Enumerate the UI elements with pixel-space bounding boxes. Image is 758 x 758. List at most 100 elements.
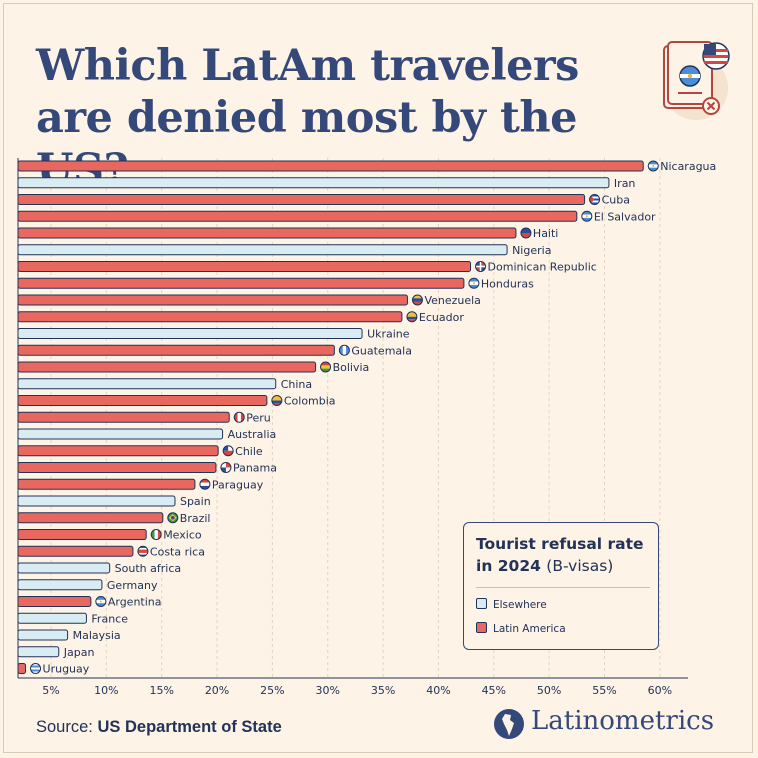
- source-note: Source: US Department of State: [36, 718, 282, 737]
- el-salvador-flag-icon: [581, 210, 593, 222]
- legend-label-elsewhere: Elsewhere: [493, 599, 547, 611]
- bar-label: Nigeria: [512, 244, 551, 257]
- x-tick-label: 60%: [648, 684, 672, 697]
- brazil-flag-icon: [167, 512, 179, 524]
- bar-label: Japan: [63, 646, 95, 659]
- bar: [17, 311, 403, 323]
- bar: [17, 562, 111, 574]
- source-value: US Department of State: [97, 718, 282, 736]
- bar: [17, 646, 60, 658]
- bar: [17, 478, 196, 490]
- legend-title: Tourist refusal rate in 2024 (B-visas): [476, 533, 651, 577]
- bar-label: Dominican Republic: [488, 261, 597, 274]
- costa-rica-flag-icon: [137, 545, 149, 557]
- source-label: Source:: [36, 718, 93, 736]
- venezuela-flag-icon: [411, 294, 423, 306]
- argentina-flag-icon: [95, 596, 107, 607]
- bar: [17, 210, 578, 222]
- bar: [17, 445, 219, 457]
- latinometrics-logo-icon: [494, 709, 524, 739]
- x-tick-label: 30%: [316, 684, 340, 697]
- x-tick-label: 55%: [592, 684, 616, 697]
- legend-item-elsewhere: Elsewhere: [476, 598, 547, 611]
- legend-item-latin-america: Latin America: [476, 622, 566, 635]
- bar: [17, 596, 92, 607]
- bar-chart: 5% 10% 15% 20% 25% 30% 35% 40% 45% 50% 55% 60% Nicar…: [17, 158, 716, 697]
- dominican-republic-flag-icon: [475, 261, 487, 272]
- ecuador-flag-icon: [406, 311, 418, 323]
- bar: [17, 612, 87, 624]
- mexico-flag-icon: [150, 529, 162, 540]
- bar-label: El Salvador: [594, 210, 656, 223]
- bar-label: Brazil: [180, 512, 211, 525]
- x-tick-label: 5%: [42, 684, 59, 697]
- brand-name: Latinometrics: [531, 706, 715, 736]
- x-tick-label: 45%: [482, 684, 506, 697]
- bar-label: Mexico: [163, 529, 202, 542]
- bar-label: Colombia: [284, 395, 336, 408]
- bar-label: Haiti: [533, 227, 558, 240]
- colombia-flag-icon: [271, 395, 283, 406]
- bar: [17, 378, 277, 390]
- x-tick-label: 10%: [94, 684, 118, 697]
- bar-label: Venezuela: [424, 294, 481, 307]
- bolivia-flag-icon: [320, 361, 332, 373]
- bar: [17, 629, 69, 641]
- bar: [17, 244, 508, 256]
- haiti-flag-icon: [520, 227, 532, 239]
- bar: [17, 261, 472, 272]
- legend-swatch-latin-america: [476, 622, 487, 633]
- bar-label: Bolivia: [333, 361, 370, 374]
- bar-label: South africa: [115, 562, 181, 575]
- bar-label: Cuba: [602, 194, 630, 207]
- bar-label: Panama: [233, 462, 277, 475]
- bar: [17, 277, 465, 289]
- bar-label: Chile: [235, 445, 263, 458]
- bar: [17, 361, 317, 373]
- panama-flag-icon: [220, 462, 232, 473]
- bar-label: Malaysia: [73, 629, 121, 642]
- chile-flag-icon: [222, 445, 234, 457]
- bar-label: Guatemala: [351, 344, 412, 357]
- bar-label: Uruguay: [43, 663, 90, 676]
- bar-label: Ecuador: [419, 311, 464, 324]
- bar: [17, 579, 103, 591]
- x-tick-label: 35%: [371, 684, 395, 697]
- bar: [17, 344, 335, 356]
- bar-label: France: [91, 612, 128, 625]
- bar-label: Germany: [107, 579, 158, 592]
- uruguay-flag-icon: [30, 663, 42, 674]
- bar-label: Iran: [614, 177, 636, 190]
- bar-label: Peru: [246, 411, 271, 424]
- passport-visa-icon: [663, 41, 730, 120]
- bar-label: Honduras: [481, 277, 534, 290]
- paraguay-flag-icon: [199, 478, 211, 490]
- bar-label: Paraguay: [212, 478, 264, 491]
- bar-label: Costa rica: [150, 545, 205, 558]
- bar: [17, 177, 610, 189]
- brand: Latinometrics: [493, 706, 714, 742]
- bar: [17, 545, 134, 557]
- bar: [17, 428, 224, 440]
- bar-label: China: [281, 378, 312, 391]
- bar: [17, 294, 408, 306]
- cuba-flag-icon: [589, 194, 601, 205]
- bar-label: Ukraine: [367, 328, 410, 341]
- bar: [17, 328, 363, 339]
- bar: [17, 227, 517, 239]
- peru-flag-icon: [233, 411, 245, 423]
- nicaragua-flag-icon: [647, 160, 659, 172]
- x-tick-label: 25%: [260, 684, 284, 697]
- bar: [17, 512, 164, 524]
- x-tick-label: 40%: [426, 684, 450, 697]
- bar-label: Spain: [180, 495, 211, 508]
- legend-divider: [476, 587, 650, 588]
- bar-label: Argentina: [108, 596, 162, 609]
- legend-label-latin-america: Latin America: [493, 623, 566, 635]
- x-tick-label: 50%: [537, 684, 561, 697]
- guatemala-flag-icon: [338, 344, 350, 356]
- legend-swatch-elsewhere: [476, 598, 487, 609]
- bar: [17, 529, 147, 540]
- x-tick-label: 20%: [205, 684, 229, 697]
- bar: [17, 160, 644, 172]
